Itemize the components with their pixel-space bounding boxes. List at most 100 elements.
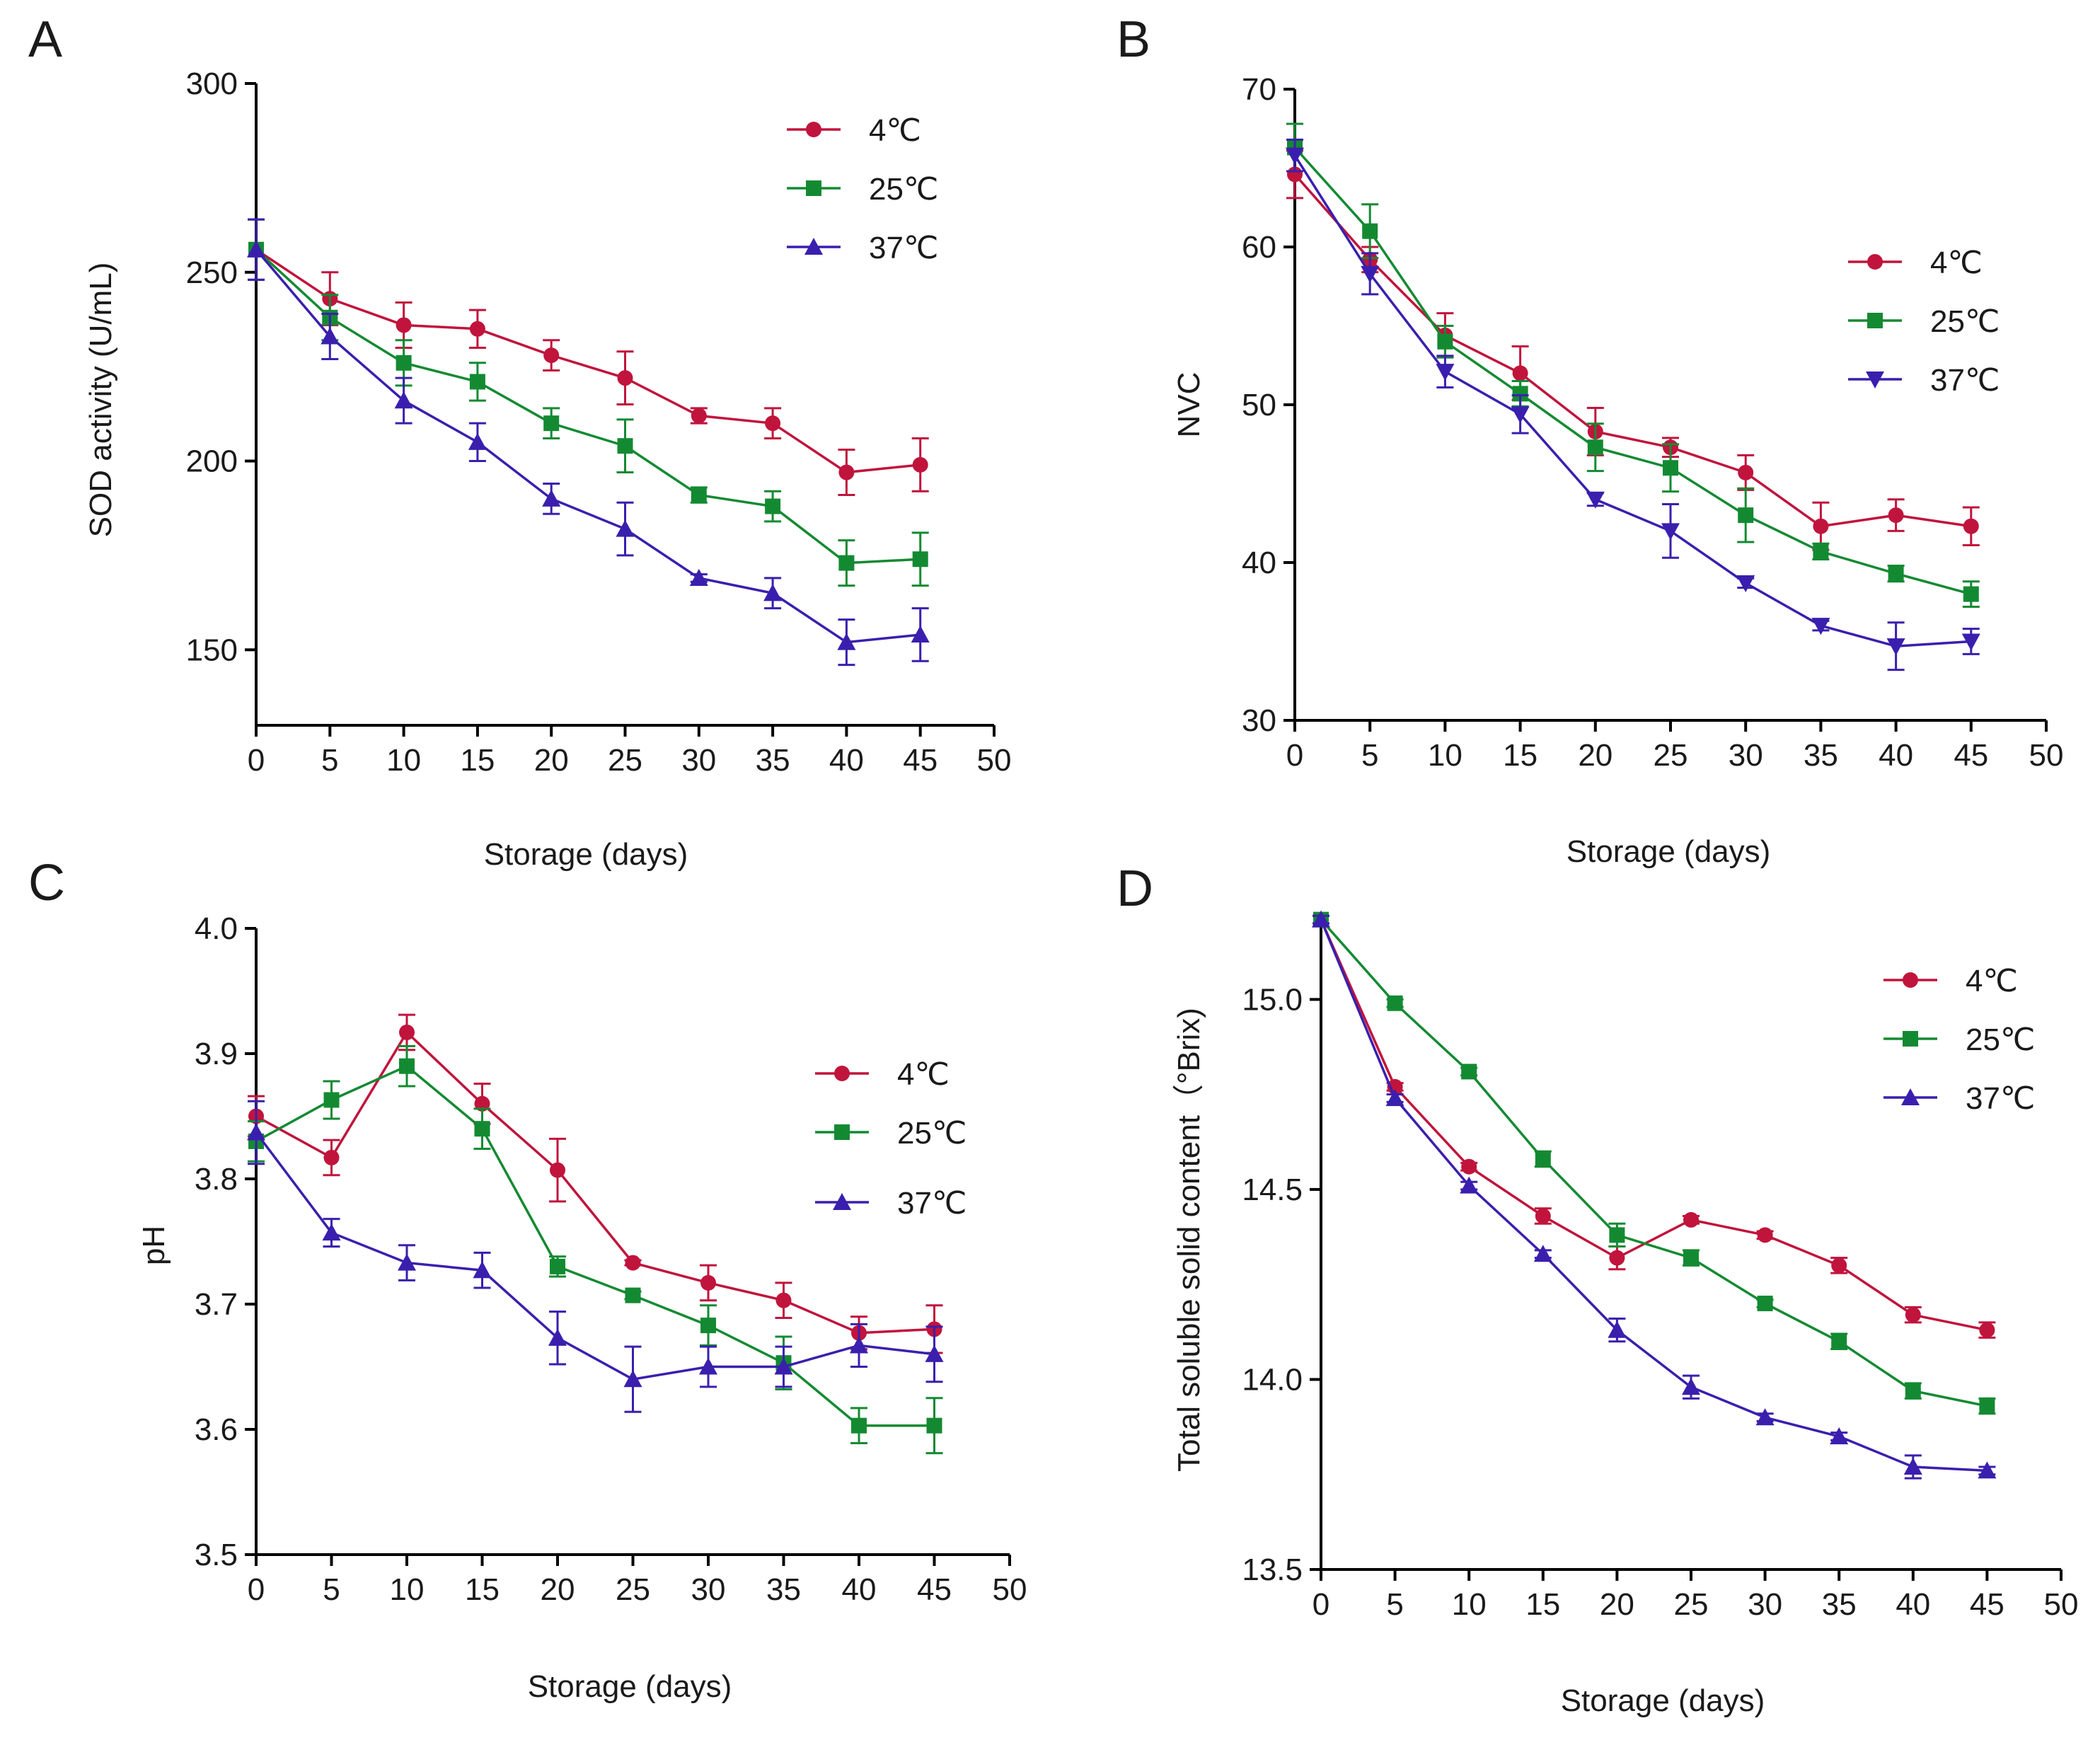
panel-b-legend-item: 25℃ [1848,304,2000,339]
panel-d-data-point [1609,1250,1625,1266]
panel-c-data-point [774,1357,793,1375]
panel-c-legend-marker [834,1124,850,1140]
panel-b-legend-label: 25℃ [1930,304,2000,339]
panel-a-data-point [396,317,412,333]
panel-c-data-point [398,1253,416,1271]
panel-d-x-axis-title: Storage (days) [1561,1683,1765,1718]
panel-d-y-axis-title: Total soluble solid content（°Brix) [1172,1008,1206,1472]
panel-d-legend-marker [1903,972,1918,988]
panel-c-data-point [699,1357,717,1375]
panel-c-x-tick-label: 35 [766,1572,801,1607]
panel-b-x-tick-label: 5 [1361,738,1378,773]
panel-c-legend-item: 25℃ [815,1116,967,1151]
panel-b-y-tick-label: 50 [1242,388,1276,422]
panel-a-legend-item: 4℃ [787,113,921,148]
panel-d-data-point [1387,995,1403,1011]
panel-b-legend-label: 37℃ [1930,363,2000,398]
panel-b-y-tick-label: 30 [1242,703,1276,738]
panel-d-x-tick-label: 20 [1600,1587,1634,1622]
panel-a-data-point [765,498,781,514]
panel-a-x-tick-label: 5 [321,743,338,778]
panel-d-plot: 0 5 10 15 20 25 30 35 40 45 50 13.5 14.0 14.5 15.0 4℃ 25… [1242,910,2079,1622]
panel-b-series-0 [1286,149,1980,551]
panel-b-plot: 0 5 10 15 20 25 30 35 40 45 50 30 40 50 60 70 4℃ 25℃ 37℃ [1242,72,2063,773]
panel-b-legend-marker [1866,371,1884,388]
panel-b-data-point [1736,575,1755,592]
panel-c-data-point [322,1223,341,1241]
panel-b: B 0 5 10 15 20 25 30 35 40 45 50 30 40 50 60 70 4℃ 25℃ 37℃… [1117,11,2063,869]
panel-d-x-tick-label: 35 [1822,1587,1857,1622]
panel-c-legend-label: 4℃ [897,1057,950,1092]
panel-c-legend-marker [834,1066,850,1081]
panel-b-x-tick-label: 50 [2029,738,2064,773]
panel-b-data-point [1512,386,1528,402]
panel-a-legend-marker [804,238,823,255]
panel-d-data-point [1905,1307,1921,1323]
panel-c-legend-marker [833,1193,851,1211]
panel-a-series-2 [247,218,930,667]
panel-a-data-point [542,489,561,507]
panel-a-x-tick-label: 15 [460,743,495,778]
panel-b-y-tick-label: 60 [1242,230,1276,265]
panel-c-data-point [474,1095,490,1112]
panel-c-series-line [255,1131,935,1381]
panel-a-x-tick-label: 0 [248,743,265,778]
panel-a-data-point [616,519,635,537]
panel-b-data-point [1661,523,1680,541]
panel-d-series-line [1320,918,1987,1332]
panel-b-data-point [1888,507,1904,524]
panel-d-series-2 [1312,910,1997,1480]
panel-b-data-point [1586,491,1605,509]
panel-c-series-line [255,1064,935,1427]
panel-a-data-point [469,321,485,337]
panel-a-legend-item: 37℃ [787,231,938,265]
panel-d-data-point [1535,1151,1551,1167]
panel-c-data-point [625,1287,641,1303]
panel-b-data-point [1963,518,1979,534]
panel-b-y-tick-label: 70 [1242,72,1276,107]
panel-c-y-axis-title: pH [137,1226,171,1265]
panel-b-data-point [1963,586,1979,602]
panel-a-y-tick-label: 300 [186,67,238,101]
panel-d-y-tick-label: 13.5 [1242,1552,1303,1587]
panel-c-data-point [850,1336,868,1354]
panel-a: A 0 5 10 15 20 25 30 35 40 45 50 150 200 250 300 4℃ 25℃ 3… [28,11,1011,872]
panel-b-series-line [1293,173,1972,528]
panel-c-legend-item: 37℃ [815,1186,967,1221]
panel-a-data-point [691,487,707,503]
panel-c-data-point [323,1092,340,1108]
panel-d-data-point [1608,1320,1627,1338]
panel-d-legend-item: 25℃ [1883,1022,2035,1057]
panel-b-y-tick-label: 40 [1242,546,1276,580]
panel-b-data-point [1738,507,1754,524]
panel-d-series-0 [1312,911,1996,1339]
panel-b-data-point [1813,543,1829,560]
panel-d-data-point [1609,1227,1625,1243]
panel-d-data-point [1978,1461,1997,1479]
panel-c-data-point [550,1162,565,1178]
panel-b-x-axis-title: Storage (days) [1567,834,1771,869]
panel-c-data-point [247,1123,265,1141]
panel-a-data-point [394,391,413,409]
panel-a-x-tick-label: 50 [977,743,1012,778]
panel-c-x-tick-label: 40 [842,1572,877,1607]
panel-b-legend-item: 37℃ [1848,363,2000,398]
panel-c-y-tick-label: 3.5 [195,1538,238,1572]
panel-d-data-point [1385,1089,1404,1107]
panel-c-data-point [399,1024,415,1040]
panel-letter-b: B [1117,11,1150,68]
panel-b-data-point [1738,464,1754,480]
panel-d-x-tick-label: 50 [2044,1587,2079,1622]
panel-b-legend-label: 4℃ [1930,246,1983,280]
panel-a-plot: 0 5 10 15 20 25 30 35 40 45 50 150 200 250 300 4℃ 25℃ 37℃ [186,67,1012,778]
panel-b-data-point [1888,565,1904,582]
panel-a-x-tick-label: 35 [756,743,790,778]
panel-c-data-point [550,1258,565,1274]
panel-a-data-point [691,408,707,424]
panel-b-series-line [1293,146,1972,596]
panel-d-data-point [1757,1296,1773,1312]
panel-c-x-axis-title: Storage (days) [528,1669,732,1704]
panel-d-data-point [1831,1257,1847,1274]
panel-a-x-tick-label: 45 [903,743,937,778]
panel-a-legend-item: 25℃ [787,172,938,207]
